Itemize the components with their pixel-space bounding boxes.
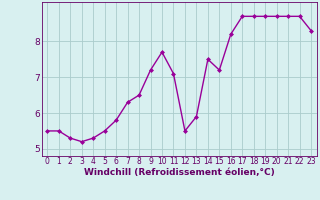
X-axis label: Windchill (Refroidissement éolien,°C): Windchill (Refroidissement éolien,°C): [84, 168, 275, 177]
